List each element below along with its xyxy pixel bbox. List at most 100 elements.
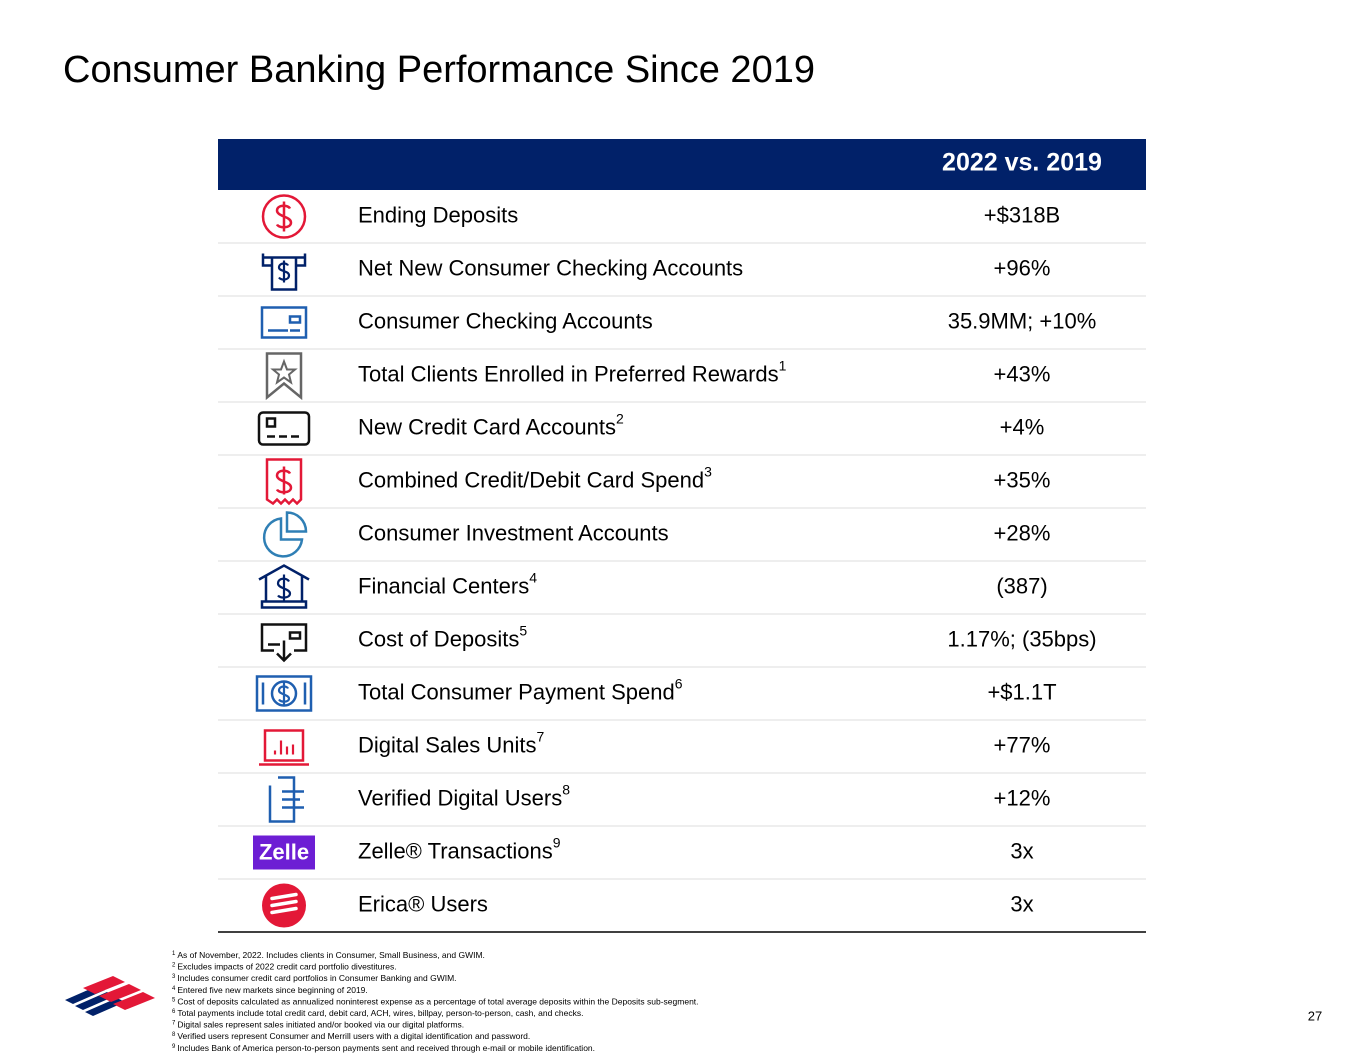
table-row: Zelle Zelle® Transactions9 3x xyxy=(218,825,1146,870)
row-label: Consumer Checking Accounts xyxy=(358,308,653,333)
row-label: Verified Digital Users8 xyxy=(358,781,570,810)
footnote-mark: 1 xyxy=(172,951,176,957)
row-value: (387) xyxy=(996,573,1047,598)
table-header-bar xyxy=(218,139,1146,190)
footnote: 4 Entered five new markets since beginnin… xyxy=(172,985,368,995)
footnote-text: Digital sales represent sales initiated … xyxy=(177,1020,464,1030)
label-text: Ending Deposits xyxy=(358,202,518,227)
row-icon xyxy=(265,458,303,506)
label-text: New Credit Card Accounts xyxy=(358,414,616,439)
row-icon xyxy=(258,564,310,609)
footnote-text: Includes Bank of America person-to-perso… xyxy=(177,1043,595,1053)
label-text: Consumer Checking Accounts xyxy=(358,308,653,333)
footnote-ref: 9 xyxy=(553,834,561,850)
row-label: Financial Centers4 xyxy=(358,569,537,598)
row-label: Erica® Users xyxy=(358,891,488,916)
zelle-logo: Zelle xyxy=(253,835,315,870)
footnote-text: Cost of deposits calculated as annualize… xyxy=(177,997,698,1007)
footnote-mark: 2 xyxy=(172,962,176,968)
row-icon xyxy=(262,511,308,558)
footnote-ref: 5 xyxy=(519,622,527,638)
table-row: New Credit Card Accounts2 +4% xyxy=(218,401,1146,446)
label-text: Combined Credit/Debit Card Spend xyxy=(358,467,704,492)
row-icon xyxy=(261,194,307,239)
label-text: Consumer Investment Accounts xyxy=(358,520,669,545)
row-value: +43% xyxy=(994,361,1051,386)
table-row: Digital Sales Units7 +77% xyxy=(218,719,1146,766)
footnote-ref: 7 xyxy=(537,728,545,744)
row-value: 35.9MM; +10% xyxy=(948,308,1097,333)
footnote: 6 Total payments include total credit car… xyxy=(172,1008,584,1018)
row-label: Combined Credit/Debit Card Spend3 xyxy=(358,463,712,492)
table-header: 2022 vs. 2019 xyxy=(942,149,1102,177)
row-icon xyxy=(260,623,308,663)
footnote-text: Entered five new markets since beginning… xyxy=(177,985,367,995)
label-text: Zelle® Transactions xyxy=(358,838,553,863)
table-row: Total Clients Enrolled in Preferred Rewa… xyxy=(218,348,1146,401)
label-text: Digital Sales Units xyxy=(358,732,537,757)
footnote: 9 Includes Bank of America person-to-pers… xyxy=(172,1043,595,1053)
footnote-mark: 3 xyxy=(172,974,176,980)
footnote: 2 Excludes impacts of 2022 credit card po… xyxy=(172,962,397,972)
footnote-mark: 4 xyxy=(172,985,176,991)
logo xyxy=(65,976,155,1016)
row-label: Digital Sales Units7 xyxy=(358,728,545,757)
row-value: +12% xyxy=(994,785,1051,810)
row-label: Zelle® Transactions9 xyxy=(358,834,561,863)
footnote-ref: 6 xyxy=(675,675,683,691)
label-text: Total Clients Enrolled in Preferred Rewa… xyxy=(358,361,779,386)
row-label: Total Consumer Payment Spend6 xyxy=(358,675,683,704)
footnote: 3 Includes consumer credit card portfolio… xyxy=(172,973,457,983)
row-label: Total Clients Enrolled in Preferred Rewa… xyxy=(358,357,787,386)
label-text: Cost of Deposits xyxy=(358,626,519,651)
row-label: Consumer Investment Accounts xyxy=(358,520,669,545)
row-value: +4% xyxy=(1000,414,1045,439)
table-row: Consumer Investment Accounts +28% xyxy=(218,507,1146,558)
row-value: 3x xyxy=(1010,891,1033,916)
row-icon xyxy=(255,675,313,712)
footnote: 1 As of November, 2022. Includes clients … xyxy=(172,950,485,960)
footnote: 8 Verified users represent Consumer and M… xyxy=(172,1031,530,1041)
row-icon xyxy=(257,411,311,446)
footnote-text: Total payments include total credit card… xyxy=(177,1008,583,1018)
row-label: New Credit Card Accounts2 xyxy=(358,410,624,439)
table-row: Total Consumer Payment Spend6 +$1.1T xyxy=(218,666,1146,712)
footnote-text: Includes consumer credit card portfolios… xyxy=(177,973,456,983)
footnote-ref: 3 xyxy=(704,463,712,479)
table-row: Ending Deposits +$318B xyxy=(261,194,1060,239)
footnote-mark: 8 xyxy=(172,1032,176,1038)
label-text: Financial Centers xyxy=(358,573,529,598)
logo-box xyxy=(253,835,315,870)
table-row: Net New Consumer Checking Accounts +96% xyxy=(218,242,1146,291)
footnote-ref: 4 xyxy=(529,569,537,585)
footnote: 5 Cost of deposits calculated as annualiz… xyxy=(172,997,699,1007)
footnote-mark: 6 xyxy=(172,1009,176,1015)
row-icon xyxy=(268,776,304,823)
label-text: Net New Consumer Checking Accounts xyxy=(358,255,743,280)
row-value: +96% xyxy=(994,255,1051,280)
table-row: Financial Centers4 (387) xyxy=(218,560,1146,609)
row-value: 1.17%; (35bps) xyxy=(947,626,1096,651)
row-value: +35% xyxy=(994,467,1051,492)
table-row: Consumer Checking Accounts 35.9MM; +10% xyxy=(218,295,1146,339)
logo-text: Zelle xyxy=(259,839,309,864)
label-text: Erica® Users xyxy=(358,891,488,916)
row-icon xyxy=(259,729,309,766)
table-row: Cost of Deposits5 1.17%; (35bps) xyxy=(218,613,1146,663)
footnote-text: Verified users represent Consumer and Me… xyxy=(177,1031,530,1041)
row-icon xyxy=(260,306,308,339)
footnote-text: Excludes impacts of 2022 credit card por… xyxy=(177,962,396,972)
row-value: +$318B xyxy=(984,202,1060,227)
table-row: Verified Digital Users8 +12% xyxy=(218,772,1146,823)
row-value: +$1.1T xyxy=(987,679,1056,704)
row-value: +28% xyxy=(994,520,1051,545)
footnote-mark: 5 xyxy=(172,997,176,1003)
label-text: Total Consumer Payment Spend xyxy=(358,679,675,704)
footnote-ref: 8 xyxy=(562,781,570,797)
row-icon xyxy=(265,352,303,401)
slide-title: Consumer Banking Performance Since 2019 xyxy=(63,49,815,91)
footnote-mark: 9 xyxy=(172,1043,176,1049)
row-value: 3x xyxy=(1010,838,1033,863)
